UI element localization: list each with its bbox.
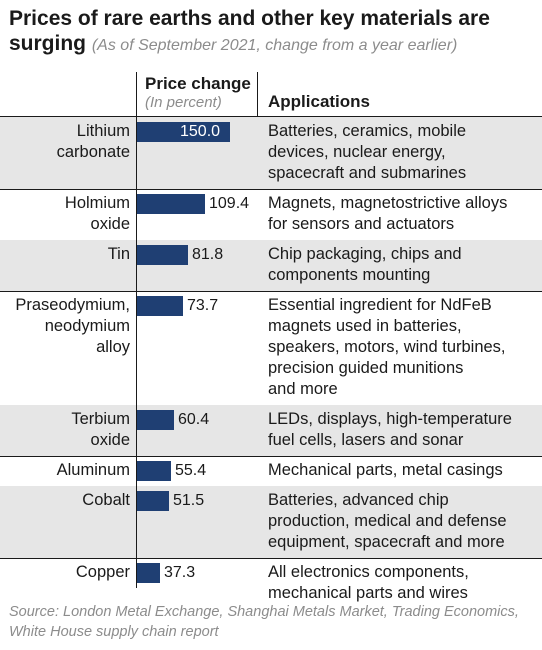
title-text: Prices of rare earths and other key mate…	[9, 7, 490, 55]
application-text: Essential ingredient for NdFeB magnets u…	[268, 296, 506, 398]
application-text: Batteries, advanced chip production, med…	[268, 491, 507, 551]
value-label: 51.5	[173, 492, 205, 509]
material-name: Lithium carbonate	[56, 122, 130, 161]
application-text: Mechanical parts, metal casings	[268, 461, 503, 479]
header-rule	[0, 116, 542, 117]
table-row: Holmium oxide 109.4 Magnets, magnetostrict…	[0, 189, 542, 240]
row-rule	[0, 558, 542, 559]
row-rule	[0, 189, 542, 190]
material-name: Holmium oxide	[64, 194, 130, 233]
material-name: Praseodymium, neodymium alloy	[15, 296, 130, 356]
value-label: 73.7	[187, 297, 219, 314]
price-change-bar	[137, 563, 160, 583]
chart-subtitle: (As of September 2021, change from a yea…	[91, 37, 458, 54]
material-name: Aluminum	[56, 461, 130, 479]
column-divider	[136, 72, 137, 588]
table-row: Terbium oxide 60.4 LEDs, displays, high-te…	[0, 405, 542, 456]
value-label: 109.4	[209, 195, 250, 212]
price-change-bar	[137, 122, 230, 142]
price-change-bar	[137, 296, 183, 316]
price-change-bar	[137, 461, 171, 481]
value-label: 81.8	[192, 246, 224, 263]
source-note: Source: London Metal Exchange, Shanghai …	[9, 604, 519, 640]
price-change-bar	[137, 245, 188, 265]
material-name: Tin	[107, 245, 130, 263]
price-change-bar	[137, 491, 169, 511]
application-text: Chip packaging, chips and components mou…	[268, 245, 462, 284]
header-applications: Applications	[268, 92, 371, 111]
application-text: Magnets, magnetostrictive alloys for sen…	[268, 194, 508, 233]
price-table: Price change (In percent) Applications L…	[0, 72, 542, 602]
value-label: 60.4	[178, 411, 210, 428]
value-label: 55.4	[175, 462, 207, 479]
table-row: Cobalt 51.5 Batteries, advanced chip produ…	[0, 486, 542, 558]
row-rule	[0, 456, 542, 457]
table-row: Copper 37.3 All electronics components, me…	[0, 558, 542, 609]
application-text: Batteries, ceramics, mobile devices, nuc…	[268, 122, 467, 182]
application-text: LEDs, displays, high-temperature fuel ce…	[268, 410, 512, 449]
price-change-bar	[137, 410, 174, 430]
value-label: 37.3	[164, 564, 196, 581]
value-label: 150.0	[180, 123, 221, 140]
chart-title: Prices of rare earths and other key mate…	[9, 6, 537, 58]
material-name: Terbium oxide	[71, 410, 130, 449]
material-name: Cobalt	[82, 491, 130, 509]
table-row: Aluminum 55.4 Mechanical parts, metal casi…	[0, 456, 542, 486]
table-row: Tin 81.8 Chip packaging, chips and compone…	[0, 240, 542, 291]
table-row: Lithium carbonate 150.0 Batteries, ceramic…	[0, 117, 542, 189]
header-price-change: Price change	[145, 74, 251, 93]
material-name: Copper	[75, 563, 130, 581]
header-price-change-unit: (In percent)	[145, 94, 222, 111]
header-divider	[257, 72, 258, 116]
application-text: All electronics components, mechanical p…	[268, 563, 469, 602]
table-row: Praseodymium, neodymium alloy 73.7 Essenti…	[0, 291, 542, 405]
row-rule	[0, 291, 542, 292]
price-change-bar	[137, 194, 205, 214]
